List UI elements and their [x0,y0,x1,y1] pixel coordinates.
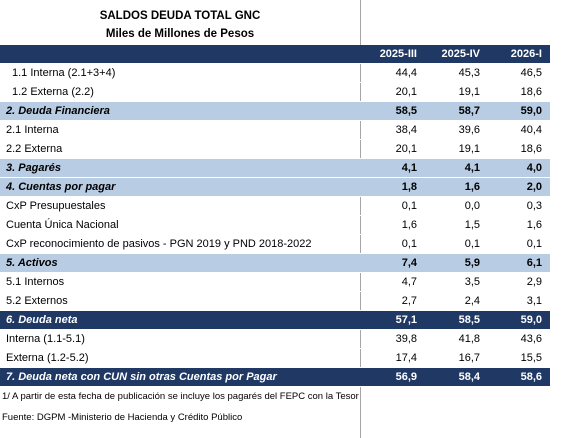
row-label: 1.1 Interna (2.1+3+4) [0,63,362,83]
subtitle: Miles de Millones de Pesos [105,28,255,40]
row-label: 5. Activos [0,253,362,273]
value-cell: 6,1 [488,253,550,273]
table-row: 2. Deuda Financiera 58,5 58,7 59,0 [0,101,550,121]
row-label: 5.2 Externos [0,291,362,311]
value-cell: 4,1 [425,158,488,178]
row-label: CxP reconocimiento de pasivos - PGN 2019… [0,234,362,254]
value-cell: 58,7 [425,101,488,121]
row-label: Externa (1.2-5.2) [0,348,362,368]
value-cell: 2,7 [362,291,425,311]
table-row: 5.2 Externos 2,7 2,4 3,1 [0,291,550,311]
row-label: Interna (1.1-5.1) [0,329,362,349]
title: SALDOS DEUDA TOTAL GNC [99,10,261,22]
value-cell: 2,4 [425,291,488,311]
debt-table: 2025-III 2025-IV 2026-I 1.1 Interna (2.1+3+… [0,45,550,387]
value-cell: 19,1 [425,139,488,159]
header-row: 2025-III 2025-IV 2026-I [0,45,550,64]
value-cell: 0,3 [488,196,550,216]
value-cell: 19,1 [425,82,488,102]
table-row: CxP reconocimiento de pasivos - PGN 2019… [0,234,550,254]
header-cell [0,45,362,64]
value-cell: 17,4 [362,348,425,368]
row-label: 3. Pagarés [0,158,362,178]
value-cell: 20,1 [362,82,425,102]
value-cell: 18,6 [488,82,550,102]
row-label: 5.1 Internos [0,272,362,292]
value-cell: 4,1 [362,158,425,178]
column-header: 2026-I [488,45,550,64]
value-cell: 4,0 [488,158,550,178]
value-cell: 46,5 [488,63,550,83]
value-cell: 3,5 [425,272,488,292]
row-label: 6. Deuda neta [0,310,362,330]
value-cell: 57,1 [362,310,425,330]
table-row: 2.1 Interna 38,4 39,6 40,4 [0,120,550,140]
row-label: 2. Deuda Financiera [0,101,362,121]
table-row: CxP Presupuestales 0,1 0,0 0,3 [0,196,550,216]
table-row: 3. Pagarés 4,1 4,1 4,0 [0,158,550,178]
source: Fuente: DGPM -Ministerio de Hacienda y C… [2,412,243,423]
value-cell: 44,4 [362,63,425,83]
value-cell: 0,1 [425,234,488,254]
footnote: 1/ A partir de esta fecha de publicación… [2,391,359,402]
value-cell: 18,6 [488,139,550,159]
table-row: 6. Deuda neta 57,1 58,5 59,0 [0,310,550,330]
value-cell: 59,0 [488,101,550,121]
value-cell: 1,5 [425,215,488,235]
table-row: Interna (1.1-5.1) 39,8 41,8 43,6 [0,329,550,349]
value-cell: 58,5 [425,310,488,330]
table-row: 1.1 Interna (2.1+3+4) 44,4 45,3 46,5 [0,63,550,83]
value-cell: 38,4 [362,120,425,140]
value-cell: 58,4 [425,367,488,387]
value-cell: 39,6 [425,120,488,140]
row-label: 2.2 Externa [0,139,362,159]
value-cell: 59,0 [488,310,550,330]
value-cell: 1,6 [488,215,550,235]
table-row: 5.1 Internos 4,7 3,5 2,9 [0,272,550,292]
row-label: 4. Cuentas por pagar [0,177,362,197]
value-cell: 56,9 [362,367,425,387]
column-header: 2025-IV [425,45,488,64]
value-cell: 2,9 [488,272,550,292]
value-cell: 1,6 [425,177,488,197]
value-cell: 0,1 [488,234,550,254]
value-cell: 58,6 [488,367,550,387]
value-cell: 20,1 [362,139,425,159]
table-row: 5. Activos 7,4 5,9 6,1 [0,253,550,273]
table-row: 4. Cuentas por pagar 1,8 1,6 2,0 [0,177,550,197]
table-row: Externa (1.2-5.2) 17,4 16,7 15,5 [0,348,550,368]
value-cell: 1,8 [362,177,425,197]
table-row: 7. Deuda neta con CUN sin otras Cuentas … [0,367,550,387]
value-cell: 15,5 [488,348,550,368]
value-cell: 1,6 [362,215,425,235]
value-cell: 16,7 [425,348,488,368]
value-cell: 39,8 [362,329,425,349]
value-cell: 0,1 [362,234,425,254]
value-cell: 7,4 [362,253,425,273]
value-cell: 2,0 [488,177,550,197]
value-cell: 0,1 [362,196,425,216]
table-row: Cuenta Única Nacional 1,6 1,5 1,6 [0,215,550,235]
column-header: 2025-III [362,45,425,64]
value-cell: 3,1 [488,291,550,311]
row-label: CxP Presupuestales [0,196,362,216]
value-cell: 0,0 [425,196,488,216]
value-cell: 43,6 [488,329,550,349]
row-label: 1.2 Externa (2.2) [0,82,362,102]
value-cell: 40,4 [488,120,550,140]
value-cell: 4,7 [362,272,425,292]
table-row: 1.2 Externa (2.2) 20,1 19,1 18,6 [0,82,550,102]
value-cell: 41,8 [425,329,488,349]
value-cell: 5,9 [425,253,488,273]
value-cell: 45,3 [425,63,488,83]
value-cell: 58,5 [362,101,425,121]
row-label: 7. Deuda neta con CUN sin otras Cuentas … [0,367,362,387]
row-label: Cuenta Única Nacional [0,215,362,235]
row-label: 2.1 Interna [0,120,362,140]
table-row: 2.2 Externa 20,1 19,1 18,6 [0,139,550,159]
